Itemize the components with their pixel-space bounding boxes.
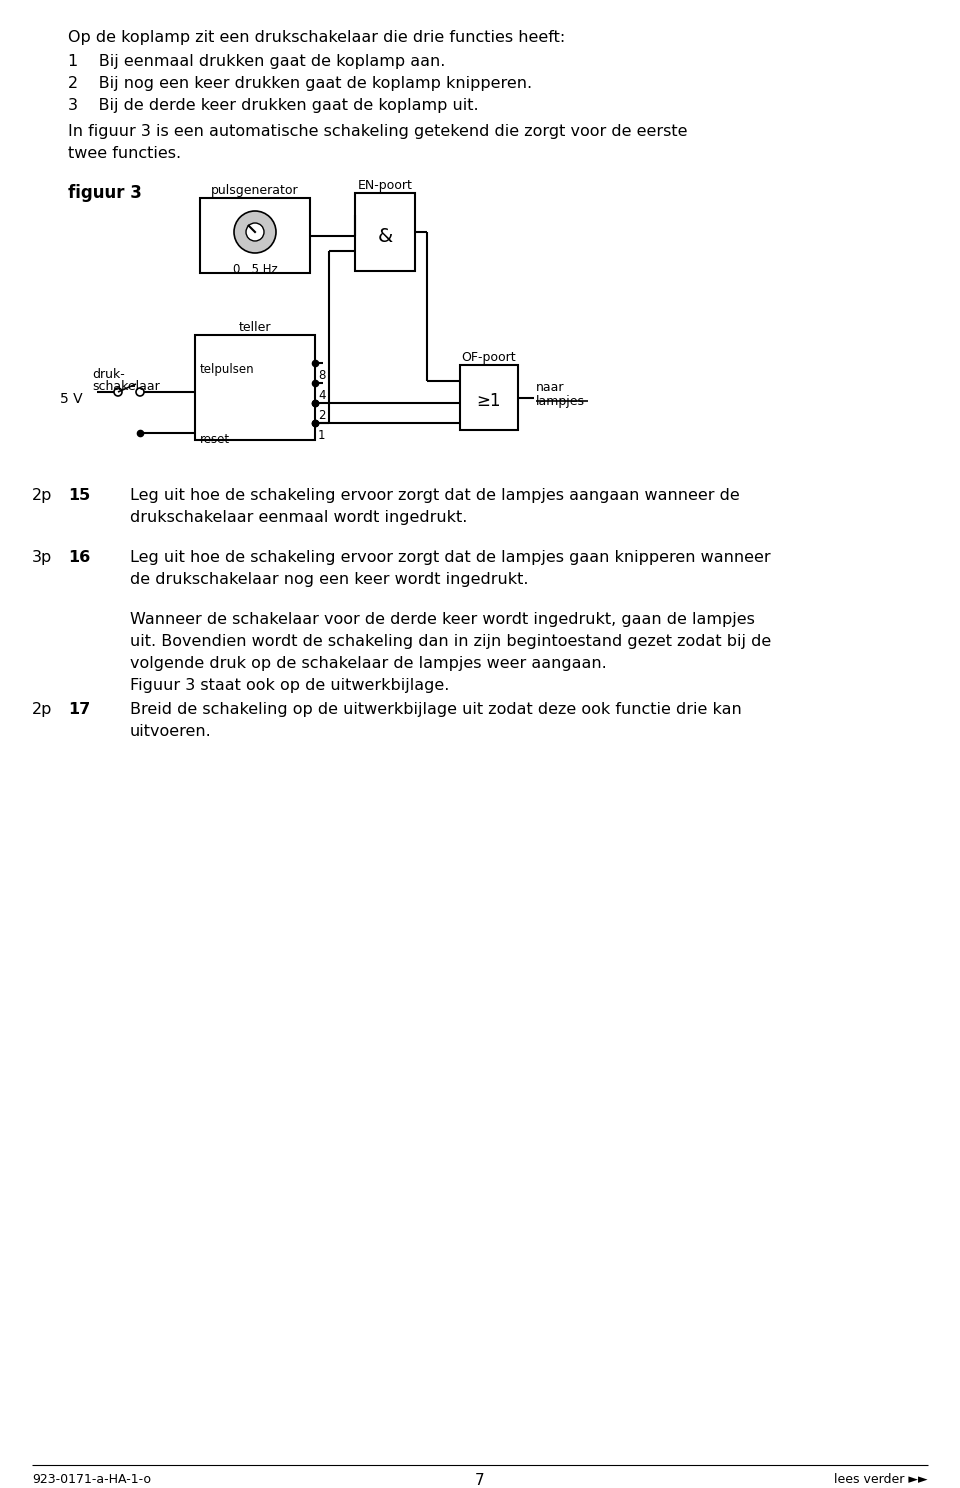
Text: lees verder ►►: lees verder ►►: [834, 1473, 928, 1487]
Text: 2: 2: [318, 409, 325, 423]
Text: 3    Bij de derde keer drukken gaat de koplamp uit.: 3 Bij de derde keer drukken gaat de kopl…: [68, 98, 479, 113]
Text: 2p: 2p: [32, 702, 53, 717]
Text: 4: 4: [318, 388, 325, 402]
Circle shape: [246, 223, 264, 241]
Text: 1: 1: [318, 429, 325, 442]
Text: 8: 8: [318, 369, 325, 382]
Text: 1    Bij eenmaal drukken gaat de koplamp aan.: 1 Bij eenmaal drukken gaat de koplamp aa…: [68, 54, 445, 68]
Text: pulsgenerator: pulsgenerator: [211, 185, 299, 196]
Text: ≥1: ≥1: [477, 393, 501, 411]
Text: 2p: 2p: [32, 488, 53, 503]
Circle shape: [114, 388, 122, 396]
Text: 5 V: 5 V: [60, 391, 83, 406]
Text: Figuur 3 staat ook op de uitwerkbijlage.: Figuur 3 staat ook op de uitwerkbijlage.: [130, 679, 449, 693]
Text: 15: 15: [68, 488, 90, 503]
Bar: [195, 335, 315, 440]
Text: Leg uit hoe de schakeling ervoor zorgt dat de lampjes aangaan wanneer de: Leg uit hoe de schakeling ervoor zorgt d…: [130, 488, 740, 503]
Text: uitvoeren.: uitvoeren.: [130, 725, 212, 740]
Text: telpulsen: telpulsen: [200, 363, 254, 376]
Circle shape: [234, 211, 276, 253]
Text: volgende druk op de schakelaar de lampjes weer aangaan.: volgende druk op de schakelaar de lampje…: [130, 656, 607, 671]
Text: EN-poort: EN-poort: [357, 179, 413, 192]
Text: 0   5 Hz: 0 5 Hz: [232, 263, 277, 275]
Text: de drukschakelaar nog een keer wordt ingedrukt.: de drukschakelaar nog een keer wordt ing…: [130, 571, 529, 586]
Text: Op de koplamp zit een drukschakelaar die drie functies heeft:: Op de koplamp zit een drukschakelaar die…: [68, 30, 565, 45]
Text: Breid de schakeling op de uitwerkbijlage uit zodat deze ook functie drie kan: Breid de schakeling op de uitwerkbijlage…: [130, 702, 742, 717]
Text: lampjes: lampjes: [536, 394, 585, 408]
Text: 7: 7: [475, 1473, 485, 1488]
Text: schakelaar: schakelaar: [92, 379, 159, 393]
Text: figuur 3: figuur 3: [68, 185, 142, 202]
Text: teller: teller: [239, 321, 272, 333]
Bar: [460, 365, 518, 430]
Text: OF-poort: OF-poort: [462, 351, 516, 365]
Circle shape: [136, 388, 144, 396]
Bar: [200, 198, 310, 272]
Text: 17: 17: [68, 702, 90, 717]
Text: twee functies.: twee functies.: [68, 146, 181, 161]
Text: naar: naar: [536, 381, 564, 394]
Text: 3p: 3p: [32, 551, 52, 565]
Text: Wanneer de schakelaar voor de derde keer wordt ingedrukt, gaan de lampjes: Wanneer de schakelaar voor de derde keer…: [130, 612, 755, 626]
Bar: [355, 193, 415, 271]
Text: In figuur 3 is een automatische schakeling getekend die zorgt voor de eerste: In figuur 3 is een automatische schakeli…: [68, 124, 687, 138]
Text: druk-: druk-: [92, 368, 125, 381]
Text: uit. Bovendien wordt de schakeling dan in zijn begintoestand gezet zodat bij de: uit. Bovendien wordt de schakeling dan i…: [130, 634, 771, 649]
Text: reset: reset: [200, 433, 230, 446]
Text: 16: 16: [68, 551, 90, 565]
Text: drukschakelaar eenmaal wordt ingedrukt.: drukschakelaar eenmaal wordt ingedrukt.: [130, 510, 468, 525]
Text: Leg uit hoe de schakeling ervoor zorgt dat de lampjes gaan knipperen wanneer: Leg uit hoe de schakeling ervoor zorgt d…: [130, 551, 771, 565]
Text: &: &: [377, 226, 393, 246]
Text: 2    Bij nog een keer drukken gaat de koplamp knipperen.: 2 Bij nog een keer drukken gaat de kopla…: [68, 76, 532, 91]
Text: 923-0171-a-HA-1-o: 923-0171-a-HA-1-o: [32, 1473, 151, 1487]
